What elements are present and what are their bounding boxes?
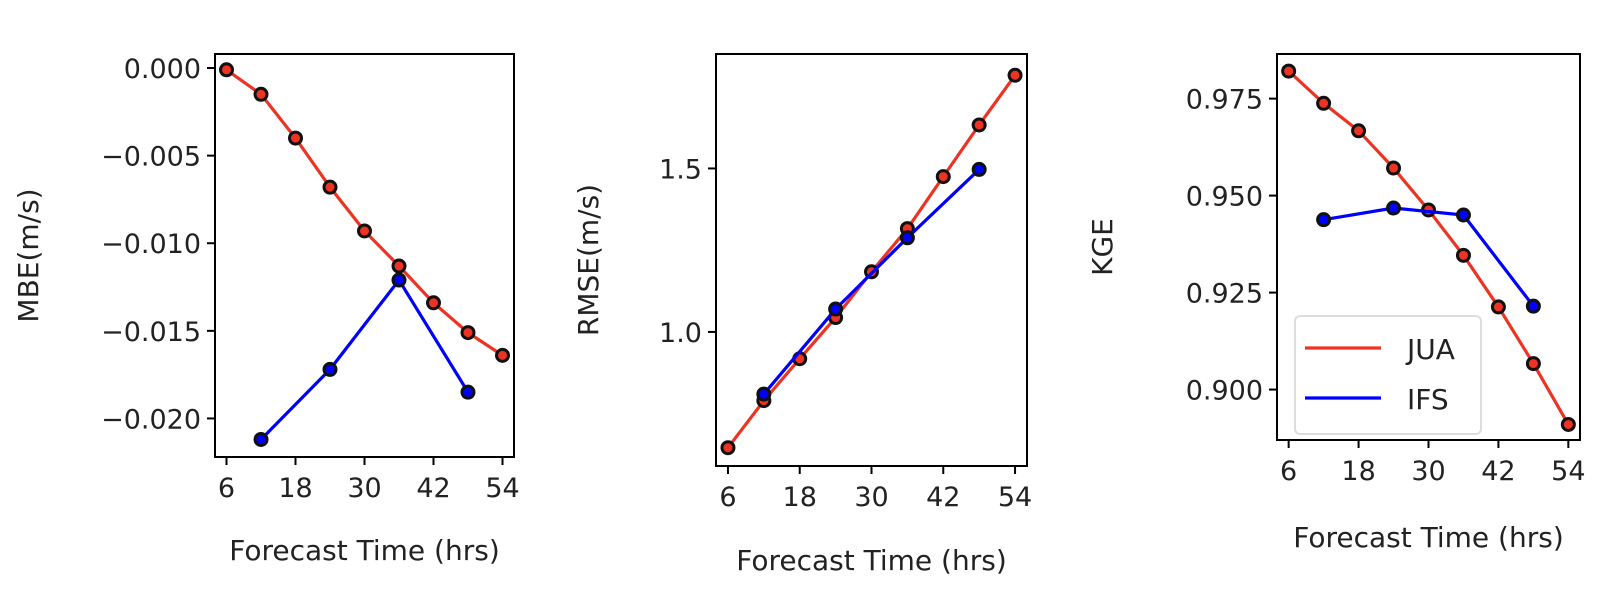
x-tick-label: 54: [998, 482, 1032, 513]
x-tick-label: 42: [926, 482, 960, 513]
y-tick-label: 0.950: [1186, 182, 1263, 213]
series-line-ifs: [762, 168, 981, 396]
data-point-ifs: [971, 161, 987, 177]
y-tick-label: 1.0: [659, 318, 702, 349]
y-tick-label: −0.020: [101, 404, 201, 435]
data-point-ifs: [460, 384, 476, 400]
data-point-jua: [1490, 299, 1506, 315]
legend-box: [1294, 315, 1482, 435]
x-tick-label: 6: [1280, 456, 1297, 487]
data-point-jua: [357, 223, 372, 239]
y-axis-label: KGE: [1086, 218, 1119, 276]
data-point-ifs: [1316, 212, 1332, 228]
data-point-ifs: [1525, 298, 1541, 314]
data-point-ifs: [899, 230, 915, 246]
x-axis-label: Forecast Time (hrs): [1293, 521, 1564, 554]
data-point-jua: [426, 295, 441, 311]
data-point-jua: [1351, 123, 1367, 139]
data-point-jua: [1455, 247, 1471, 263]
subplot-rmsems: 6 18 30 42 54 1.0 1.5 Forecast Time (hrs) RMSE(m…: [572, 53, 1032, 577]
y-tick-label: 0.925: [1186, 279, 1263, 310]
x-tick-label: 6: [719, 482, 736, 513]
data-point-ifs: [391, 272, 407, 288]
x-tick-label: 54: [485, 473, 519, 504]
data-point-ifs: [253, 431, 269, 447]
x-tick-label: 42: [416, 473, 450, 504]
x-tick-label: 18: [783, 482, 817, 513]
x-tick-label: 30: [854, 482, 888, 513]
y-tick-label: 1.5: [659, 154, 702, 185]
data-point-jua: [1007, 67, 1023, 83]
x-tick-label: 30: [1411, 456, 1445, 487]
subplot-kge: 6 18 30 42 54 0.975 0.950 0.925 0.900 Forecast Ti…: [1086, 53, 1586, 554]
x-axis-label: Forecast Time (hrs): [229, 534, 500, 567]
y-axis-label: MBE(m/s): [12, 188, 45, 322]
data-point-ifs: [828, 301, 844, 317]
y-tick-label: −0.010: [101, 229, 201, 260]
x-tick-label: 42: [1481, 456, 1515, 487]
data-point-jua: [288, 130, 303, 146]
series-line-jua: [726, 74, 1017, 449]
x-tick-label: 6: [218, 473, 235, 504]
y-tick-label: −0.005: [101, 142, 201, 173]
x-tick-label: 30: [347, 473, 381, 504]
data-point-jua: [253, 86, 269, 102]
x-tick-label: 18: [278, 473, 312, 504]
data-point-jua: [219, 62, 234, 78]
data-point-jua: [460, 325, 476, 341]
axes-frame: [715, 53, 1028, 467]
series-line-jua: [225, 68, 504, 357]
data-point-ifs: [1386, 200, 1402, 216]
x-axis-label: Forecast Time (hrs): [736, 544, 1007, 577]
data-point-jua: [1281, 63, 1297, 79]
data-point-jua: [1386, 160, 1402, 176]
data-point-jua: [935, 169, 951, 185]
data-point-jua: [495, 347, 510, 363]
data-point-jua: [322, 179, 338, 195]
subplot-mbems: 6 18 30 42 54 0.000 −0.005 −0.010 −0.015 −0.020 Fo…: [12, 53, 520, 567]
data-point-jua: [1316, 95, 1332, 111]
data-point-jua: [1560, 416, 1576, 432]
legend: JUA IFS: [1294, 315, 1482, 435]
legend-label-jua: JUA: [1405, 333, 1455, 366]
data-point-ifs: [756, 386, 772, 402]
data-point-jua: [1525, 356, 1541, 372]
y-tick-label: 0.975: [1186, 85, 1263, 116]
data-point-ifs: [1455, 207, 1471, 223]
data-point-jua: [971, 117, 987, 133]
y-tick-label: 0.900: [1186, 376, 1263, 407]
series-line-ifs: [1323, 206, 1535, 308]
axes-frame: [214, 53, 515, 458]
x-tick-label: 54: [1551, 456, 1585, 487]
x-tick-label: 18: [1341, 456, 1375, 487]
data-point-jua: [391, 258, 407, 274]
y-tick-label: −0.015: [101, 317, 201, 348]
y-axis-label: RMSE(m/s): [572, 184, 605, 336]
series-line-ifs: [259, 277, 470, 441]
data-point-ifs: [322, 361, 338, 377]
data-point-jua: [720, 440, 736, 456]
legend-label-ifs: IFS: [1407, 383, 1449, 416]
y-tick-label: 0.000: [124, 54, 201, 85]
axes-frame: [1276, 53, 1581, 441]
